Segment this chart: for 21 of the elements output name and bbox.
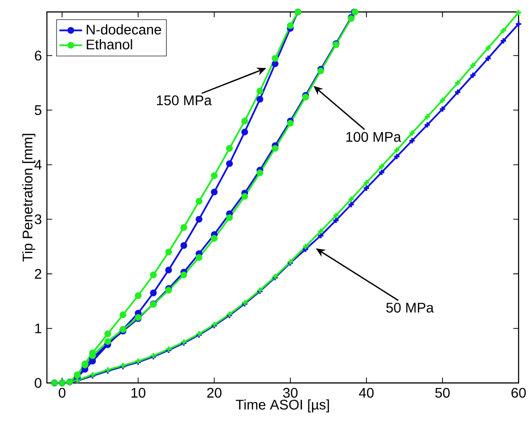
- y-tick-label: 6: [34, 50, 42, 61]
- y-tick-label: 4: [34, 160, 42, 170]
- annotation: 150 MPa: [156, 95, 212, 106]
- legend-label: N-dodecane: [86, 24, 162, 35]
- x-tick-label: 10: [131, 388, 146, 398]
- x-tick-label: 20: [207, 388, 222, 398]
- x-tick-label: 30: [283, 388, 298, 398]
- y-tick-label: 2: [34, 269, 42, 279]
- annotation: 50 MPa: [386, 302, 434, 313]
- annotation: 100 MPa: [346, 132, 402, 142]
- x-axis-title: Time ASOI [µs]: [236, 399, 329, 412]
- y-tick-label: 5: [34, 105, 42, 116]
- x-tick-label: 60: [512, 388, 526, 398]
- x-tick-label: 40: [358, 388, 374, 398]
- x-tick-label: 50: [435, 388, 450, 398]
- y-axis-title: Tip Penetration [mm]: [22, 134, 36, 262]
- y-tick-label: 1: [35, 324, 42, 334]
- y-tick-label: 0: [34, 378, 42, 388]
- legend-label: Ethanol: [86, 39, 132, 50]
- x-tick-label: 0: [58, 388, 66, 398]
- y-tick-label: 3: [34, 214, 42, 224]
